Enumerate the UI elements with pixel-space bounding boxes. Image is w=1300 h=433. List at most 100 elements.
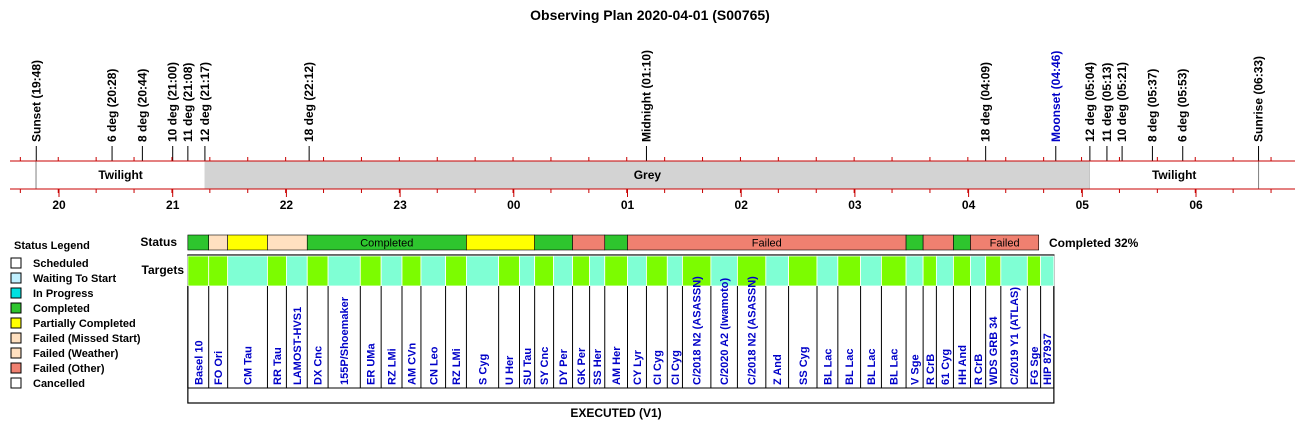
status-segment (905, 234, 924, 251)
legend-swatch (10, 257, 22, 269)
event-label: 11 deg (05:13) (1100, 63, 1114, 142)
target-name: CI Cyg (670, 350, 682, 385)
target-block (572, 255, 590, 287)
target-block (765, 255, 789, 287)
target-block (466, 255, 500, 287)
chart-title: Observing Plan 2020-04-01 (S00765) (530, 7, 770, 23)
target-name: CY Lyr (632, 349, 644, 385)
target-block (420, 255, 446, 287)
target-name: FG Sge (1029, 346, 1041, 385)
target-name: RR Tau (272, 347, 284, 385)
target-name: C/2020 A2 (Iwamoto) (719, 277, 731, 385)
status-segment (572, 234, 606, 251)
status-segment (227, 234, 268, 251)
target-name: HIP 87937 (1042, 333, 1054, 385)
hour-label: 00 (507, 198, 521, 212)
event-label: 11 deg (21:08) (181, 63, 195, 142)
target-block (881, 255, 907, 287)
target-block (837, 255, 861, 287)
target-name: C/2018 N2 (ASASSN) (692, 276, 704, 385)
legend-swatch (10, 272, 22, 284)
target-block (327, 255, 361, 287)
status-segment (208, 234, 228, 251)
target-name: V Sge (910, 354, 922, 385)
event-label: Midnight (01:10) (639, 50, 653, 142)
schedule-footer: EXECUTED (V1) (570, 406, 661, 420)
legend-label: Failed (Missed Start) (33, 333, 141, 345)
hour-axis: 20 21 22 23 00 01 02 03 04 05 06 (52, 189, 1203, 212)
target-block (860, 255, 882, 287)
period-band (36, 161, 205, 189)
target-name: DX Cnc (313, 346, 325, 385)
target-name: SU Tau (522, 348, 534, 385)
event-label: 18 deg (04:09) (979, 62, 993, 142)
legend-swatch (10, 377, 22, 389)
target-block (682, 255, 712, 287)
target-name: 155P/Shoemaker (339, 296, 351, 385)
target-name: R CrB (973, 354, 985, 385)
target-name: BL Lac (822, 349, 834, 385)
legend-label: Partially Completed (33, 318, 136, 330)
target-name: RZ LMi (387, 348, 399, 385)
target-block (553, 255, 573, 287)
target-name: GK Per (576, 347, 588, 385)
status-row: Completed Failed Failed (187, 234, 1040, 251)
status-segment (953, 234, 971, 251)
target-name: SY Cnc (539, 347, 551, 385)
target-name: BL Lac (844, 349, 856, 385)
target-block (953, 255, 971, 287)
target-name: SS Cyg (798, 346, 810, 385)
target-block (1000, 255, 1028, 287)
hour-label: 02 (735, 198, 749, 212)
hour-label: 05 (1076, 198, 1090, 212)
target-name: BL Lac (866, 349, 878, 385)
status-segment (534, 234, 573, 251)
target-block (604, 255, 628, 287)
target-name: C/2018 N2 (ASASSN) (747, 276, 759, 385)
status-segment (970, 234, 1040, 251)
target-name: AM CVn (406, 343, 418, 385)
target-block (227, 255, 268, 287)
event-label: 8 deg (20:44) (135, 69, 149, 142)
hour-label: 23 (393, 198, 407, 212)
target-name: U Her (504, 355, 516, 385)
hour-label: 06 (1189, 198, 1203, 212)
target-block (922, 255, 937, 287)
target-block (498, 255, 520, 287)
target-block (816, 255, 839, 287)
status-legend: Status Legend Scheduled Waiting To Start In… (10, 240, 141, 390)
status-segment (267, 234, 308, 251)
events-layer: Sunset (19:48) 6 deg (20:28) 8 deg (20:44)… (29, 50, 1266, 189)
target-block (666, 255, 683, 287)
target-name: Basel 10 (193, 340, 205, 385)
period-label: Twilight (1152, 168, 1196, 182)
target-block (267, 255, 287, 287)
legend-label: Failed (Weather) (33, 348, 119, 360)
target-name: R CrB (925, 354, 937, 385)
hour-label: 03 (848, 198, 862, 212)
target-name: C/2019 Y1 (ATLAS) (1009, 287, 1021, 385)
status-segment (922, 234, 954, 251)
status-segment (604, 234, 628, 251)
target-name: CM Tau (243, 346, 255, 385)
event-label: 8 deg (05:37) (1145, 69, 1159, 142)
target-block (935, 255, 954, 287)
legend-label: Waiting To Start (33, 273, 116, 285)
target-block (208, 255, 229, 287)
hour-label: 22 (280, 198, 294, 212)
event-label: 10 deg (21:00) (166, 62, 180, 142)
target-block (534, 255, 554, 287)
target-block (380, 255, 403, 287)
event-label: 12 deg (21:17) (198, 62, 212, 142)
target-block (1026, 255, 1042, 287)
target-block (627, 255, 647, 287)
legend-swatch (10, 362, 22, 374)
target-block (1040, 255, 1055, 287)
legend-label: Scheduled (33, 258, 89, 270)
status-segment (466, 234, 535, 251)
period-band (1089, 161, 1259, 189)
completion-summary: Completed 32% (1049, 236, 1139, 250)
event-label: 6 deg (05:53) (1176, 69, 1190, 142)
target-block (359, 255, 382, 287)
